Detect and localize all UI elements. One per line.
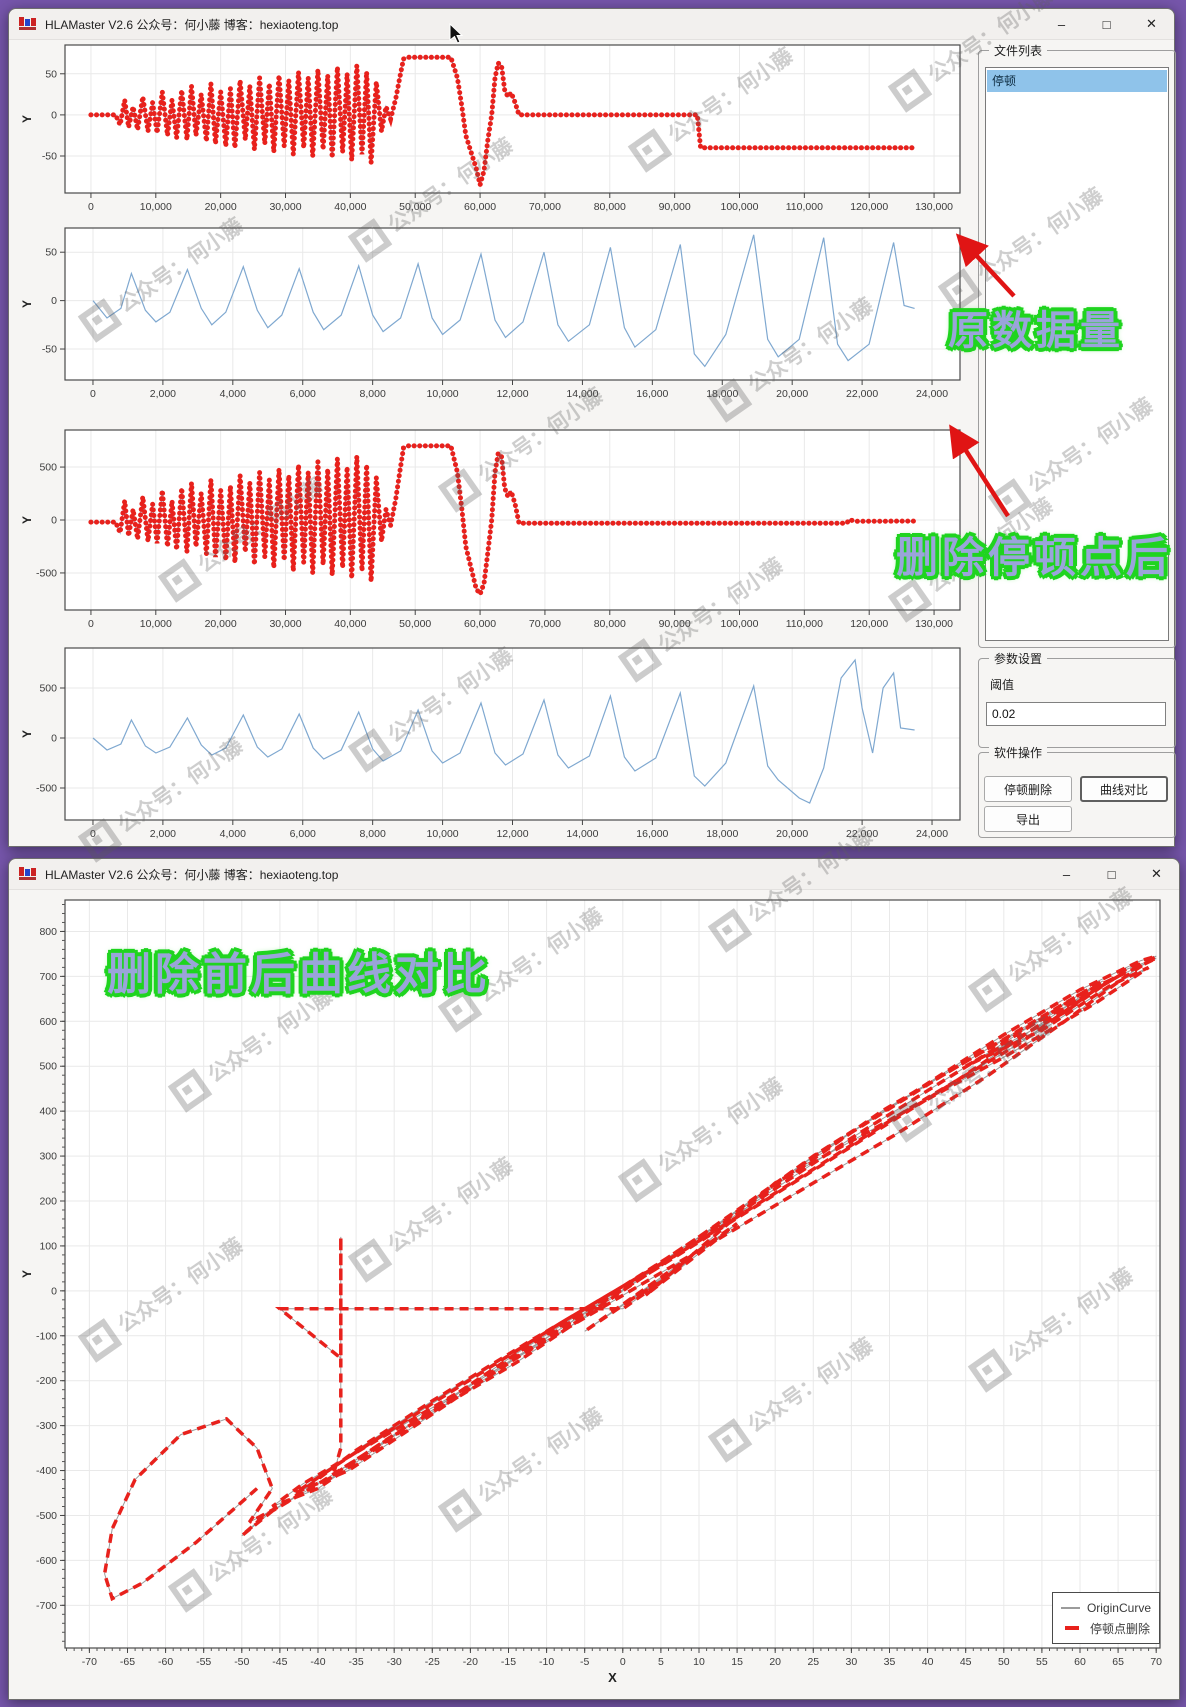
- annotation-after-delete: 删除停顿点后: [896, 534, 1173, 581]
- legend-line-swatch: [1061, 1607, 1080, 1609]
- annotation-compare: 删除前后曲线对比: [107, 950, 491, 999]
- annotation-original-data: 原数据量: [948, 309, 1124, 353]
- app-icon: [19, 17, 37, 31]
- legend-dash-swatch: [1065, 1626, 1079, 1630]
- maximize-button[interactable]: □: [1107, 866, 1116, 882]
- ops-groupbox: 软件操作: [978, 744, 1176, 838]
- file-list-groupbox: 文件列表 停顿: [978, 42, 1176, 648]
- curve-compare-button[interactable]: 曲线对比: [1080, 776, 1168, 802]
- ops-title: 软件操作: [989, 744, 1048, 761]
- window-title: HLAMaster V2.6 公众号：何小藤 博客：hexiaoteng.top: [45, 867, 339, 882]
- close-button[interactable]: ✕: [1151, 866, 1162, 881]
- window-title: HLAMaster V2.6 公众号：何小藤 博客：hexiaoteng.top: [45, 17, 339, 32]
- pause-delete-button[interactable]: 停顿删除: [984, 776, 1072, 802]
- params-title: 参数设置: [989, 650, 1048, 667]
- legend: OriginCurve 停顿点删除: [1052, 1592, 1160, 1644]
- params-groupbox: 参数设置: [978, 650, 1176, 748]
- close-button[interactable]: ✕: [1146, 16, 1157, 31]
- threshold-label: 阈值: [990, 678, 1015, 692]
- export-button[interactable]: 导出: [984, 806, 1072, 832]
- legend-item-pause-deleted: 停顿点删除: [1061, 1618, 1151, 1638]
- file-list-item[interactable]: 停顿: [987, 70, 1167, 92]
- threshold-input[interactable]: [986, 702, 1166, 726]
- file-list-title: 文件列表: [989, 42, 1048, 59]
- minimize-button[interactable]: –: [1057, 16, 1066, 32]
- file-list[interactable]: 停顿: [985, 67, 1169, 641]
- minimize-button[interactable]: –: [1062, 866, 1071, 882]
- legend-item-origincurve: OriginCurve: [1061, 1598, 1151, 1618]
- titlebar-bottom[interactable]: HLAMaster V2.6 公众号：何小藤 博客：hexiaoteng.top…: [9, 859, 1179, 890]
- app-icon: [19, 867, 37, 881]
- titlebar-top[interactable]: HLAMaster V2.6 公众号：何小藤 博客：hexiaoteng.top…: [9, 9, 1174, 40]
- maximize-button[interactable]: □: [1102, 16, 1111, 32]
